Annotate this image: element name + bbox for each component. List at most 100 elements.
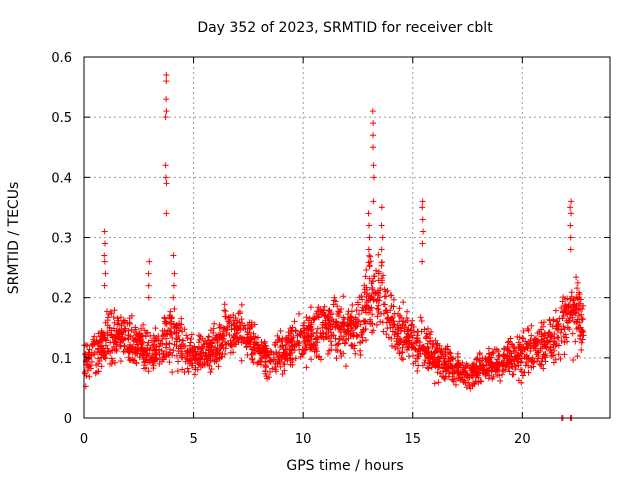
data-point xyxy=(532,345,539,352)
data-point xyxy=(190,352,197,359)
data-point xyxy=(557,355,564,362)
data-point xyxy=(117,314,124,321)
data-point xyxy=(400,299,407,306)
data-point xyxy=(173,338,180,345)
data-point xyxy=(561,351,568,358)
data-point xyxy=(227,314,234,321)
data-point xyxy=(425,365,432,372)
data-point xyxy=(105,314,112,321)
data-point xyxy=(459,359,466,366)
data-point xyxy=(306,315,313,322)
data-point xyxy=(580,328,587,335)
data-point xyxy=(171,305,178,312)
data-point xyxy=(137,333,144,340)
data-point xyxy=(385,334,392,341)
data-point xyxy=(222,313,229,320)
data-point xyxy=(565,304,572,311)
data-point xyxy=(300,322,307,329)
data-point xyxy=(141,362,148,369)
data-point xyxy=(542,330,549,337)
data-point xyxy=(509,341,516,348)
data-point xyxy=(399,349,406,356)
data-point xyxy=(173,352,180,359)
data-point xyxy=(358,331,365,338)
data-point xyxy=(262,343,269,350)
data-point xyxy=(438,346,445,353)
data-point xyxy=(518,350,525,357)
data-point xyxy=(497,377,504,384)
data-point xyxy=(552,356,559,363)
data-point xyxy=(274,332,281,339)
data-point xyxy=(258,354,265,361)
data-point xyxy=(291,318,298,325)
data-point xyxy=(363,309,370,316)
data-point xyxy=(575,294,582,301)
data-point xyxy=(378,246,385,253)
data-point xyxy=(476,350,483,357)
data-point xyxy=(568,198,575,205)
data-point xyxy=(167,349,174,356)
data-point xyxy=(206,343,213,350)
data-point xyxy=(370,198,377,205)
data-point xyxy=(169,369,176,376)
data-point xyxy=(282,335,289,342)
data-point xyxy=(136,354,143,361)
data-point xyxy=(404,308,411,315)
data-point xyxy=(357,347,364,354)
data-point xyxy=(482,372,489,379)
data-point xyxy=(281,361,288,368)
data-point xyxy=(121,342,128,349)
data-point xyxy=(160,332,167,339)
data-point xyxy=(308,332,315,339)
data-point xyxy=(134,347,141,354)
data-point xyxy=(370,296,377,303)
y-tick-label: 0.4 xyxy=(51,171,72,186)
data-point xyxy=(540,323,547,330)
data-point xyxy=(528,356,535,363)
data-point xyxy=(284,337,291,344)
data-point xyxy=(149,351,156,358)
data-point xyxy=(254,342,261,349)
data-point xyxy=(368,293,375,300)
data-point xyxy=(380,272,387,279)
data-point xyxy=(296,310,303,317)
data-point xyxy=(183,355,190,362)
data-point xyxy=(153,347,160,354)
data-point xyxy=(230,312,237,319)
data-point xyxy=(476,359,483,366)
data-point xyxy=(118,320,125,327)
data-point xyxy=(422,345,429,352)
data-point xyxy=(192,364,199,371)
data-point xyxy=(174,368,181,375)
data-point xyxy=(425,325,432,332)
data-point xyxy=(238,357,245,364)
data-point xyxy=(366,275,373,282)
data-point xyxy=(415,362,422,369)
data-point xyxy=(236,308,243,315)
data-point xyxy=(344,328,351,335)
data-point xyxy=(95,345,102,352)
data-point xyxy=(301,325,308,332)
data-point xyxy=(159,327,166,334)
data-point xyxy=(303,344,310,351)
data-point xyxy=(370,174,377,181)
data-point xyxy=(117,336,124,343)
data-point xyxy=(178,345,185,352)
data-point xyxy=(327,338,334,345)
data-point xyxy=(387,292,394,299)
data-point xyxy=(174,323,181,330)
x-tick-label: 20 xyxy=(514,432,531,447)
data-point xyxy=(424,364,431,371)
data-point xyxy=(336,335,343,342)
data-point xyxy=(374,313,381,320)
data-point xyxy=(523,340,530,347)
data-point xyxy=(102,319,109,326)
data-point xyxy=(447,350,454,357)
data-point xyxy=(567,234,574,241)
data-point xyxy=(201,359,208,366)
data-point xyxy=(573,274,580,281)
data-point xyxy=(528,332,535,339)
data-point xyxy=(95,360,102,367)
data-point xyxy=(261,349,268,356)
data-point xyxy=(266,368,273,375)
